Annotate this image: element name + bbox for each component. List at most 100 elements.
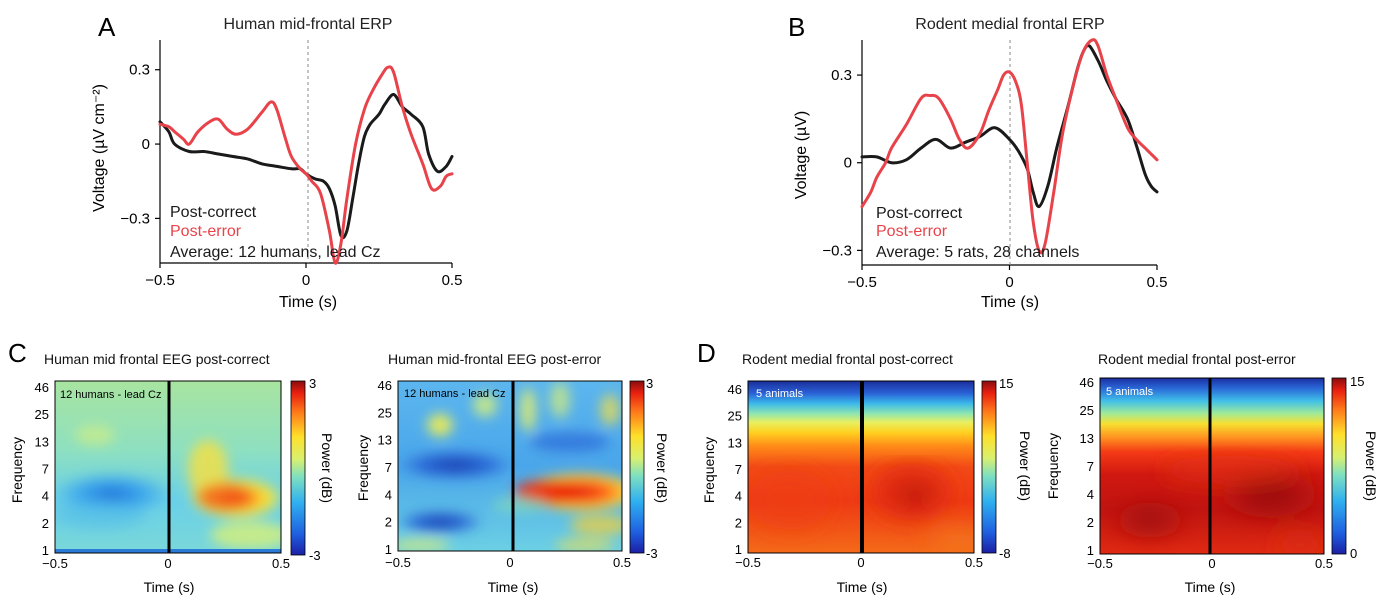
panel-b-y-ticks: 0.3 0 −0.3 — [822, 67, 862, 259]
y-tick-label: 13 — [1080, 431, 1094, 446]
y-tick-label: 25 — [35, 407, 49, 422]
panel-a-x-ticks: −0.5 0 0.5 — [145, 263, 462, 289]
panel-d2-note: 5 animals — [1106, 386, 1154, 398]
y-tick-label: 2 — [1087, 515, 1094, 530]
panel-c2-title: Human mid-frontal EEG post-error — [388, 351, 602, 367]
panel-b-series — [860, 38, 1159, 255]
panel-c1-colorbar — [290, 380, 306, 556]
panel-c1-x-ticks: −0.5 0 0.5 — [42, 556, 290, 571]
y-tick-label: 1 — [385, 542, 392, 557]
panel-label-a: A — [98, 12, 116, 42]
y-tick-label: −0.3 — [120, 210, 150, 227]
x-tick-label: −0.5 — [735, 555, 761, 570]
y-tick-label: 1 — [42, 543, 49, 558]
panel-b: B Rodent medial frontal ERP 0.3 0 −0.3 −0.… — [788, 12, 1167, 311]
panel-label-d: D — [697, 338, 716, 368]
x-tick-label: 0 — [1005, 274, 1013, 291]
y-tick-label: 46 — [35, 380, 49, 395]
panel-d1-x-label: Time (s) — [837, 579, 888, 595]
panel-b-legend-post-error: Post-error — [876, 223, 948, 240]
panel-d2-y-ticks: 46 25 13 7 4 2 1 — [1080, 375, 1094, 558]
panel-c2-y-label: Frequency — [355, 435, 371, 501]
panel-b-legend-post-correct: Post-correct — [876, 205, 963, 222]
panel-a-legend-post-correct: Post-correct — [170, 204, 257, 221]
panel-c-post-error: Human mid-frontal EEG post-error — [355, 351, 670, 595]
panel-d2-x-ticks: −0.5 0 0.5 — [1087, 556, 1333, 571]
x-tick-label: −0.5 — [42, 556, 68, 571]
panel-d1-title: Rodent medial frontal post-correct — [742, 351, 953, 367]
panel-d1-cb-label: Power (dB) — [1017, 431, 1033, 501]
panel-d2-cb-min: 0 — [1350, 546, 1357, 561]
x-tick-label: 0.5 — [442, 272, 463, 289]
panel-b-title: Rodent medial frontal ERP — [915, 16, 1104, 33]
panel-label-b: B — [788, 12, 805, 42]
panel-c1-y-label: Frequency — [9, 437, 25, 503]
panel-b-x-ticks: −0.5 0 0.5 — [847, 265, 1167, 291]
panel-d1-x-ticks: −0.5 0 0.5 — [735, 555, 983, 570]
y-tick-label: 7 — [735, 462, 742, 477]
y-tick-label: 0 — [142, 136, 150, 153]
panel-a-title: Human mid-frontal ERP — [224, 16, 393, 33]
panel-d1-heatmap — [748, 381, 974, 553]
panel-d1-cb-max: 15 — [999, 376, 1013, 391]
y-tick-label: 1 — [735, 542, 742, 557]
y-tick-label: 13 — [35, 434, 49, 449]
y-tick-label: 4 — [42, 489, 49, 504]
panel-c2-x-label: Time (s) — [488, 579, 539, 595]
panel-c1-cb-min: -3 — [309, 548, 321, 563]
panel-c2-colorbar — [629, 380, 645, 554]
x-tick-label: 0.5 — [965, 555, 983, 570]
y-tick-label: 2 — [385, 515, 392, 530]
y-tick-label: 46 — [1080, 375, 1094, 390]
panel-d2-title: Rodent medial frontal post-error — [1098, 351, 1296, 367]
panel-b-annotation: Average: 5 rats, 28 channels — [876, 244, 1079, 261]
y-tick-label: 0.3 — [129, 62, 150, 79]
series-line-post-error — [158, 65, 454, 265]
panel-a: A Human mid-frontal ERP 0.30−0.3 −0.5 0 0.… — [91, 12, 462, 311]
y-tick-label: 4 — [385, 487, 392, 502]
x-tick-label: 0.5 — [1147, 274, 1168, 291]
panel-c1-heatmap — [55, 381, 281, 553]
panel-c2-cb-label: Power (dB) — [654, 433, 670, 503]
y-tick-label: 46 — [378, 378, 392, 393]
panel-c2-cb-min: -3 — [646, 546, 658, 561]
panel-c1-title: Human mid frontal EEG post-correct — [44, 351, 270, 367]
panel-a-legend-post-error: Post-error — [170, 223, 242, 240]
x-tick-label: 0.5 — [272, 556, 290, 571]
panel-d-post-correct: D Rodent medial frontal post-correct 5 a… — [697, 338, 1033, 595]
panel-a-y-ticks: 0.3 0 −0.3 — [120, 62, 160, 227]
x-tick-label: 0 — [506, 555, 513, 570]
y-tick-label: 4 — [1087, 487, 1094, 502]
y-tick-label: 25 — [1080, 403, 1094, 418]
panel-d2-cb-max: 15 — [1350, 374, 1364, 389]
panel-c1-cb-label: Power (dB) — [319, 433, 335, 503]
panel-d1-y-ticks: 46 25 13 7 4 2 1 — [728, 382, 742, 557]
panel-d-post-error: Rodent medial frontal post-error 5 anima… — [1045, 351, 1379, 595]
y-tick-label: −0.3 — [822, 242, 852, 259]
y-tick-label: 25 — [378, 405, 392, 420]
panel-a-series — [158, 65, 454, 265]
panel-b-y-label: Voltage (µV) — [793, 111, 810, 199]
series-line-post-correct — [158, 93, 454, 240]
y-tick-label: 4 — [735, 489, 742, 504]
panel-a-annotation: Average: 12 humans, lead Cz — [170, 244, 381, 261]
panel-d1-note: 5 animals — [756, 388, 804, 400]
panel-c2-y-ticks: 46 25 13 7 4 2 1 — [378, 378, 392, 557]
x-tick-label: 0 — [302, 272, 310, 289]
panel-c2-note: 12 humans - lead Cz — [404, 388, 506, 400]
panel-c2-heatmap — [398, 381, 622, 551]
x-tick-label: −0.5 — [385, 555, 411, 570]
series-line-post-error — [860, 38, 1159, 255]
x-tick-label: 0 — [857, 555, 864, 570]
y-tick-label: 7 — [385, 460, 392, 475]
panel-a-x-label: Time (s) — [279, 294, 337, 311]
panel-c2-cb-max: 3 — [646, 376, 653, 391]
panel-d2-colorbar — [1331, 377, 1347, 555]
panel-d2-heatmap — [1100, 378, 1324, 554]
y-tick-label: 7 — [42, 462, 49, 477]
panel-b-x-label: Time (s) — [981, 294, 1039, 311]
x-tick-label: −0.5 — [145, 272, 175, 289]
y-tick-label: 13 — [728, 435, 742, 450]
panel-c-post-correct: C Human mid frontal EEG post-correct 12 … — [8, 338, 335, 595]
